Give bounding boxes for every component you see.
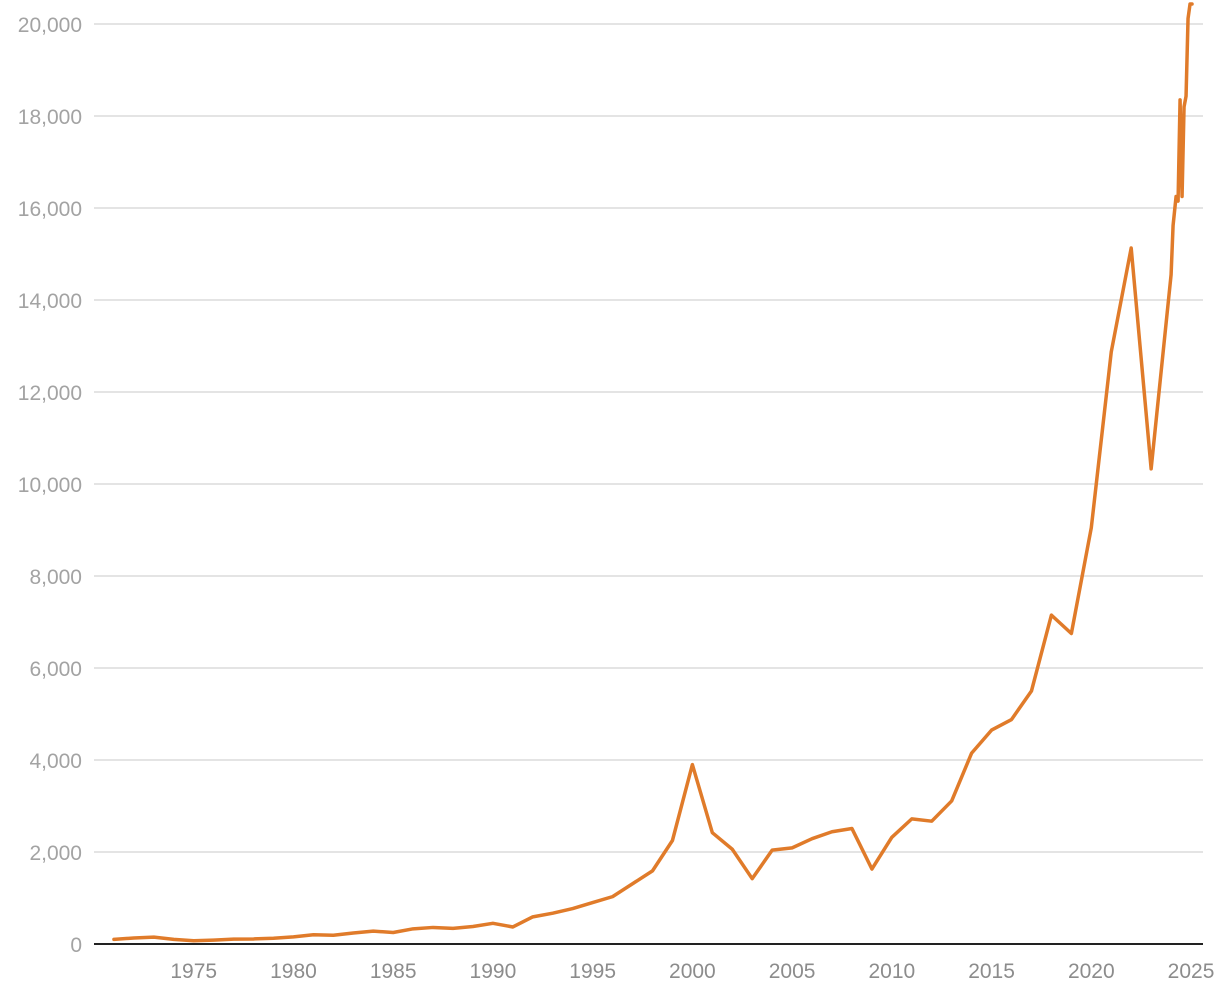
series-group bbox=[112, 2, 1194, 943]
y-tick-label: 18,000 bbox=[18, 106, 82, 129]
y-tick-label: 20,000 bbox=[18, 14, 82, 37]
x-tick-label: 2015 bbox=[968, 960, 1015, 983]
y-tick-label: 8,000 bbox=[29, 566, 82, 589]
x-tick-label: 2000 bbox=[669, 960, 716, 983]
y-tick-label: 6,000 bbox=[29, 658, 82, 681]
y-tick-label: 10,000 bbox=[18, 474, 82, 497]
x-tick-label: 1990 bbox=[470, 960, 517, 983]
x-tick-label: 2010 bbox=[868, 960, 915, 983]
gridlines bbox=[94, 23, 1203, 853]
x-tick-label: 2020 bbox=[1068, 960, 1115, 983]
x-axis-tick-labels: 1975 1980 1985 1990 1995 2000 2005 2010 2015 2020… bbox=[170, 960, 1214, 983]
y-tick-label: 12,000 bbox=[18, 382, 82, 405]
y-tick-label: 2,000 bbox=[29, 842, 82, 865]
y-axis-tick-labels: 0 2,000 4,000 6,000 8,000 10,000 12,000 14,000 1… bbox=[18, 14, 82, 957]
x-tick-label: 1995 bbox=[569, 960, 616, 983]
x-tick-label: 1985 bbox=[370, 960, 417, 983]
y-tick-label: 4,000 bbox=[29, 750, 82, 773]
series-line bbox=[112, 2, 1194, 943]
x-tick-label: 1980 bbox=[270, 960, 317, 983]
x-tick-label: 2005 bbox=[769, 960, 816, 983]
y-tick-label: 16,000 bbox=[18, 198, 82, 221]
y-tick-label: 14,000 bbox=[18, 290, 82, 313]
x-tick-label: 2025 bbox=[1168, 960, 1215, 983]
x-tick-label: 1975 bbox=[170, 960, 217, 983]
y-tick-label: 0 bbox=[70, 934, 82, 957]
